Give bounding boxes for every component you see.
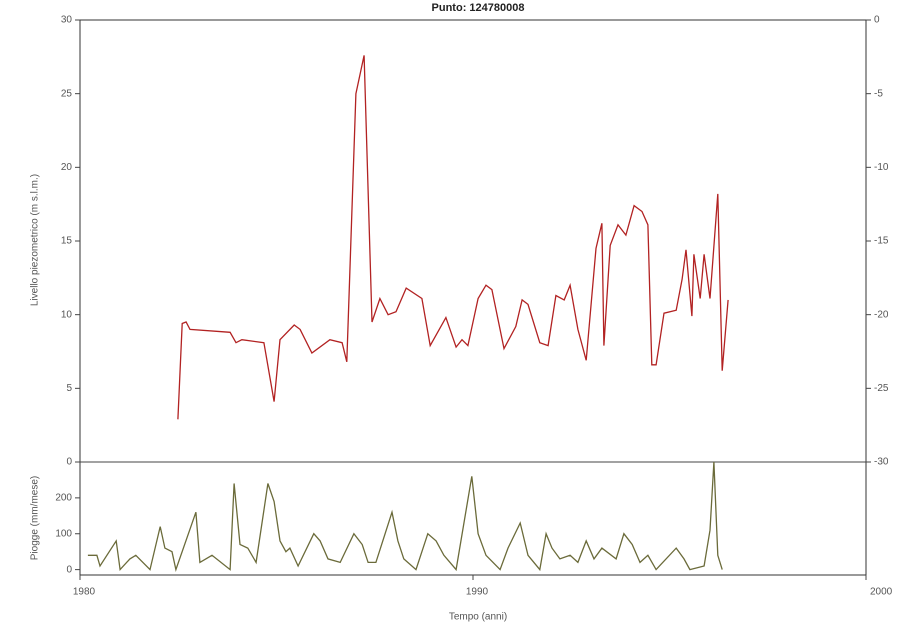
- data-line: [87, 461, 723, 572]
- y2-tick-label: -25: [874, 383, 889, 394]
- y-tick-label: 15: [61, 236, 73, 247]
- y2-tick-label: -20: [874, 309, 889, 320]
- y-tick-label: 20: [61, 162, 73, 173]
- y2-tick-label: 0: [874, 15, 880, 26]
- y-tick-label: 200: [55, 493, 72, 504]
- data-line: [177, 55, 729, 420]
- y2-tick-label: -15: [874, 236, 889, 247]
- y-tick-label: 0: [66, 564, 72, 575]
- y2-tick-label: -10: [874, 162, 889, 173]
- x-tick-label: 1990: [466, 587, 489, 598]
- y2-tick-label: -30: [874, 457, 889, 468]
- y-tick-label: 0: [66, 457, 72, 468]
- x-tick-label: 2000: [870, 587, 893, 598]
- y2-tick-label: -5: [874, 88, 883, 99]
- x-tick-label: 1980: [73, 587, 96, 598]
- y-tick-label: 5: [66, 383, 72, 394]
- y-tick-label: 25: [61, 88, 73, 99]
- chart-title: Punto: 124780008: [432, 2, 525, 14]
- y-tick-label: 30: [61, 15, 73, 26]
- y-tick-label: 100: [55, 528, 72, 539]
- y-axis-label: Piogge (mm/mese): [30, 476, 41, 560]
- y-axis-label: Livello piezometrico (m s.l.m.): [30, 174, 41, 306]
- x-axis-label: Tempo (anni): [449, 612, 507, 623]
- y-tick-label: 10: [61, 309, 73, 320]
